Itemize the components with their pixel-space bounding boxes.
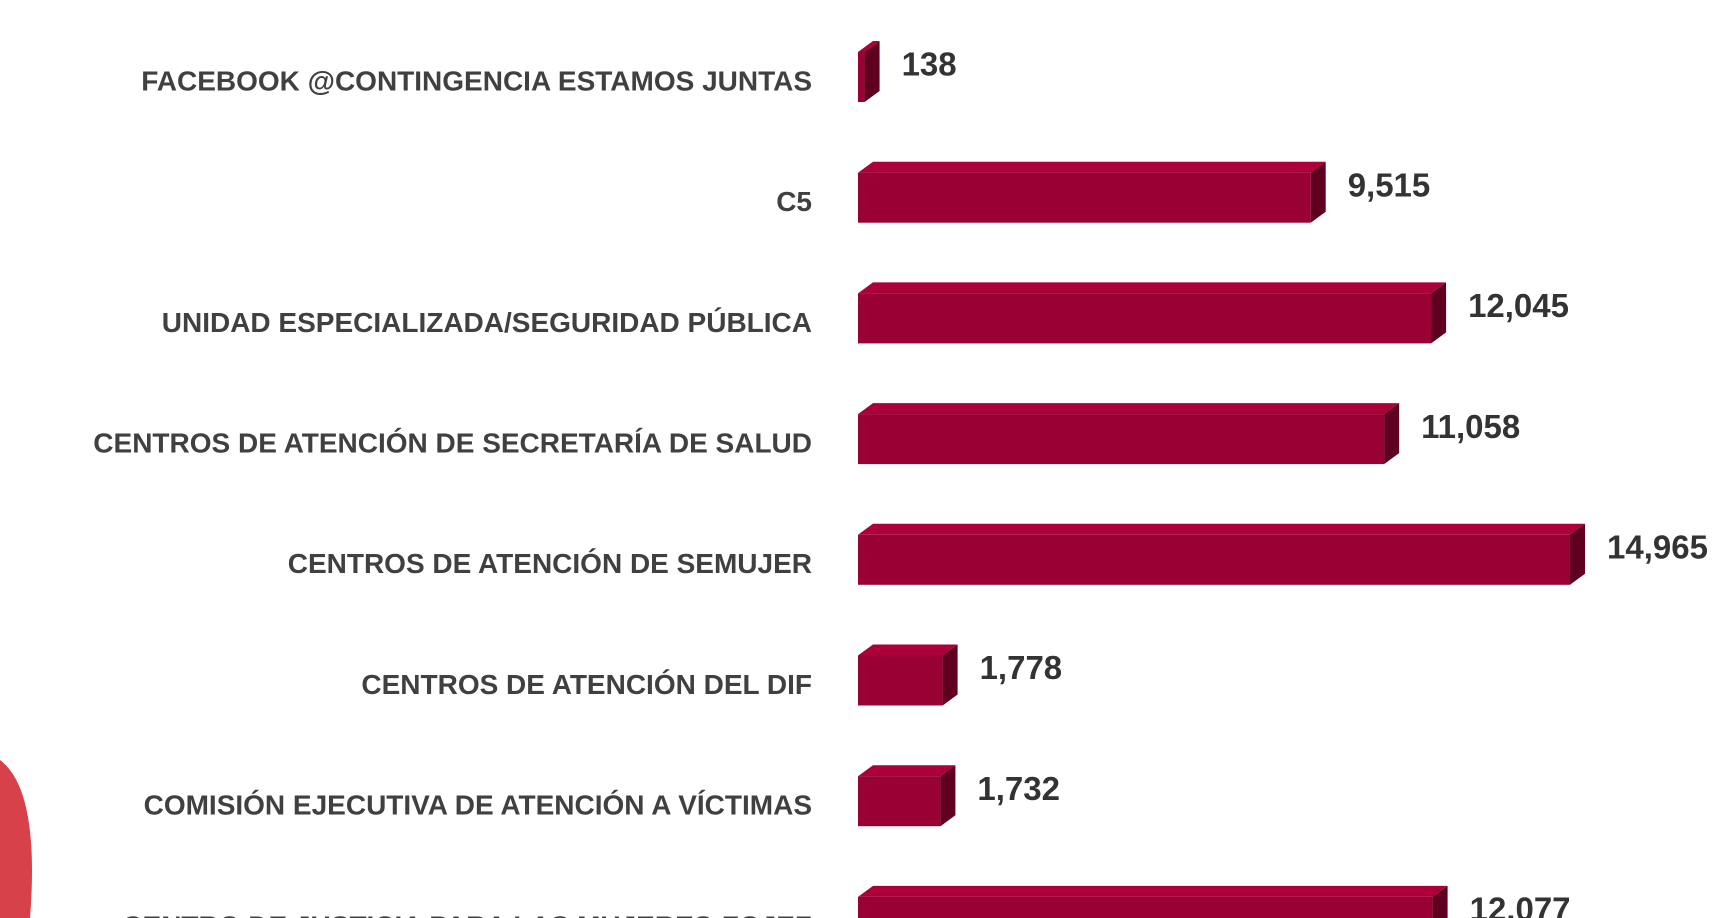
- bar-front: [858, 414, 1385, 465]
- bar: [858, 41, 880, 102]
- bar-side: [1570, 523, 1585, 585]
- bar: [858, 282, 1447, 344]
- bar: [858, 403, 1400, 465]
- bar-front: [858, 534, 1570, 585]
- value-label: 14,965: [1607, 529, 1708, 566]
- value-label: 9,515: [1348, 166, 1431, 203]
- bar-top: [858, 282, 1447, 294]
- value-label: 12,045: [1468, 287, 1569, 324]
- bar-side: [940, 765, 956, 827]
- bar-side: [1431, 282, 1447, 344]
- bar-front: [858, 896, 1433, 918]
- bar-top: [858, 403, 1400, 415]
- bar-top: [858, 523, 1585, 535]
- bar-side: [942, 644, 958, 706]
- bar-side: [1432, 885, 1448, 918]
- category-label: UNIDAD ESPECIALIZADA/SEGURIDAD PÚBLICA: [162, 307, 812, 338]
- category-label: CENTRO DE JUSTICIA PARA LAS MUJERES-FGJE…: [122, 910, 812, 918]
- bar-front: [858, 52, 865, 102]
- bar-top: [858, 41, 880, 52]
- bar: [858, 765, 956, 827]
- bar-front: [858, 776, 941, 827]
- category-label: C5: [776, 186, 812, 217]
- bar-top: [858, 885, 1448, 897]
- bar-top: [858, 765, 956, 777]
- bar: [858, 523, 1585, 585]
- category-label: CENTROS DE ATENCIÓN DEL DIF: [361, 669, 812, 700]
- corner-decoration: [0, 760, 32, 918]
- value-label: 138: [902, 46, 957, 83]
- bar-side: [1384, 403, 1400, 465]
- bar-side: [1310, 161, 1326, 223]
- bar-front: [858, 293, 1432, 344]
- bar-top: [858, 644, 958, 656]
- value-label: 12,077: [1470, 891, 1571, 918]
- bar-front: [858, 172, 1311, 223]
- bar: [858, 161, 1326, 223]
- bar-side: [864, 41, 880, 102]
- category-label: FACEBOOK @CONTINGENCIA ESTAMOS JUNTAS: [141, 65, 812, 96]
- value-label: 1,778: [980, 649, 1063, 686]
- bar: [858, 644, 958, 706]
- bar-top: [858, 161, 1326, 173]
- bar: [858, 885, 1448, 918]
- value-label: 1,732: [977, 770, 1060, 807]
- category-label: COMISIÓN EJECUTIVA DE ATENCIÓN A VÍCTIMA…: [144, 790, 812, 821]
- category-label: CENTROS DE ATENCIÓN DE SEMUJER: [288, 548, 812, 579]
- value-label: 11,058: [1421, 408, 1520, 445]
- category-label: CENTROS DE ATENCIÓN DE SECRETARÍA DE SAL…: [93, 427, 812, 458]
- bar-front: [858, 655, 943, 706]
